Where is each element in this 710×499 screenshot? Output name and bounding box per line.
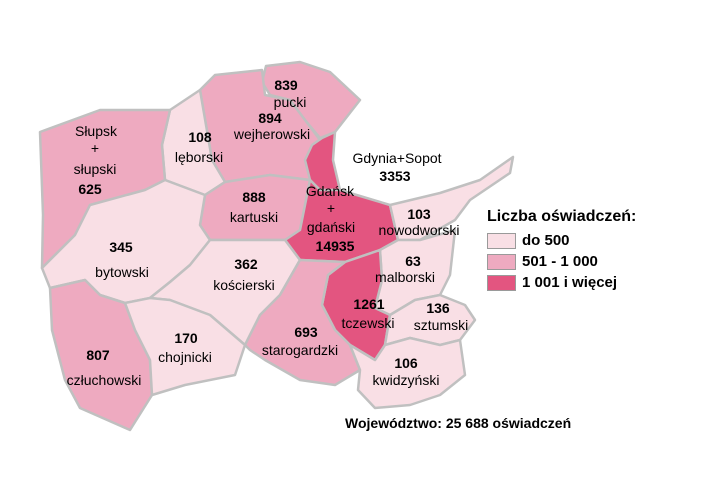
legend-label-mid: 501 - 1 000: [522, 253, 598, 270]
name-wejherowski: wejherowski: [233, 126, 311, 142]
value-tczewski: 1261: [353, 296, 385, 312]
legend-swatch-high: [487, 274, 516, 291]
value-malborski: 63: [405, 253, 421, 269]
value-sztumski: 136: [426, 300, 450, 316]
name-pucki: pucki: [273, 94, 307, 110]
legend-swatch-mid: [487, 253, 516, 270]
name-gdynia-sopot: Gdynia+Sopot: [352, 150, 442, 166]
region-starogardzki: [243, 258, 362, 387]
value-kartuski: 888: [242, 189, 266, 205]
value-kwidzynski: 106: [394, 355, 418, 371]
name-starogardzki: starogardzki: [261, 342, 339, 358]
name-gdansk: Gdańsk: [305, 183, 355, 199]
legend-label-high: 1 001 i więcej: [522, 274, 618, 291]
value-koscierski: 362: [234, 256, 258, 272]
value-wejherowski: 894: [258, 110, 282, 126]
value-gdynia-sopot: 3353: [379, 168, 411, 184]
name-leborski: lęborski: [174, 149, 224, 165]
name-czluchowski: człuchowski: [66, 372, 142, 388]
value-leborski: 108: [188, 129, 212, 145]
name-gdanski: gdański: [306, 219, 356, 235]
value-bytowski: 345: [109, 239, 133, 255]
name-nowodworski: nowodworski: [378, 222, 460, 238]
legend-item-mid: 501 - 1 000: [487, 251, 636, 272]
value-pucki: 839: [274, 77, 298, 93]
name-slupsk: Słupsk: [74, 123, 118, 139]
name-slupski: słupski: [73, 161, 117, 177]
plus-gdansk: +: [326, 200, 336, 216]
region-chojnicki: [123, 296, 247, 397]
legend-label-low: do 500: [522, 232, 570, 249]
name-chojnicki: chojnicki: [158, 349, 212, 365]
legend-title: Liczba oświadczeń:: [487, 208, 637, 225]
legend-item-low: do 500: [487, 230, 636, 251]
name-koscierski: kościerski: [213, 277, 275, 293]
name-kwidzynski: kwidzyński: [372, 372, 440, 388]
region-kwidzynski: [348, 336, 467, 410]
value-starogardzki: 693: [294, 324, 318, 340]
value-czluchowski: 807: [86, 347, 110, 363]
legend: Liczba oświadczeń: do 500 501 - 1 000 1 …: [487, 208, 636, 293]
name-sztumski: sztumski: [413, 317, 469, 333]
value-chojnicki: 170: [174, 330, 198, 346]
total-label: Województwo: 25 688 oświadczeń: [345, 415, 572, 431]
legend-item-high: 1 001 i więcej: [487, 272, 636, 293]
plus-slupsk: +: [90, 140, 100, 156]
value-gdanski: 14935: [315, 238, 355, 254]
value-slupski: 625: [78, 181, 102, 197]
name-malborski: malborski: [375, 269, 435, 285]
name-kartuski: kartuski: [229, 209, 279, 225]
name-tczewski: tczewski: [341, 315, 395, 331]
legend-swatch-low: [487, 232, 516, 249]
value-nowodworski: 103: [407, 206, 431, 222]
name-bytowski: bytowski: [95, 264, 149, 280]
